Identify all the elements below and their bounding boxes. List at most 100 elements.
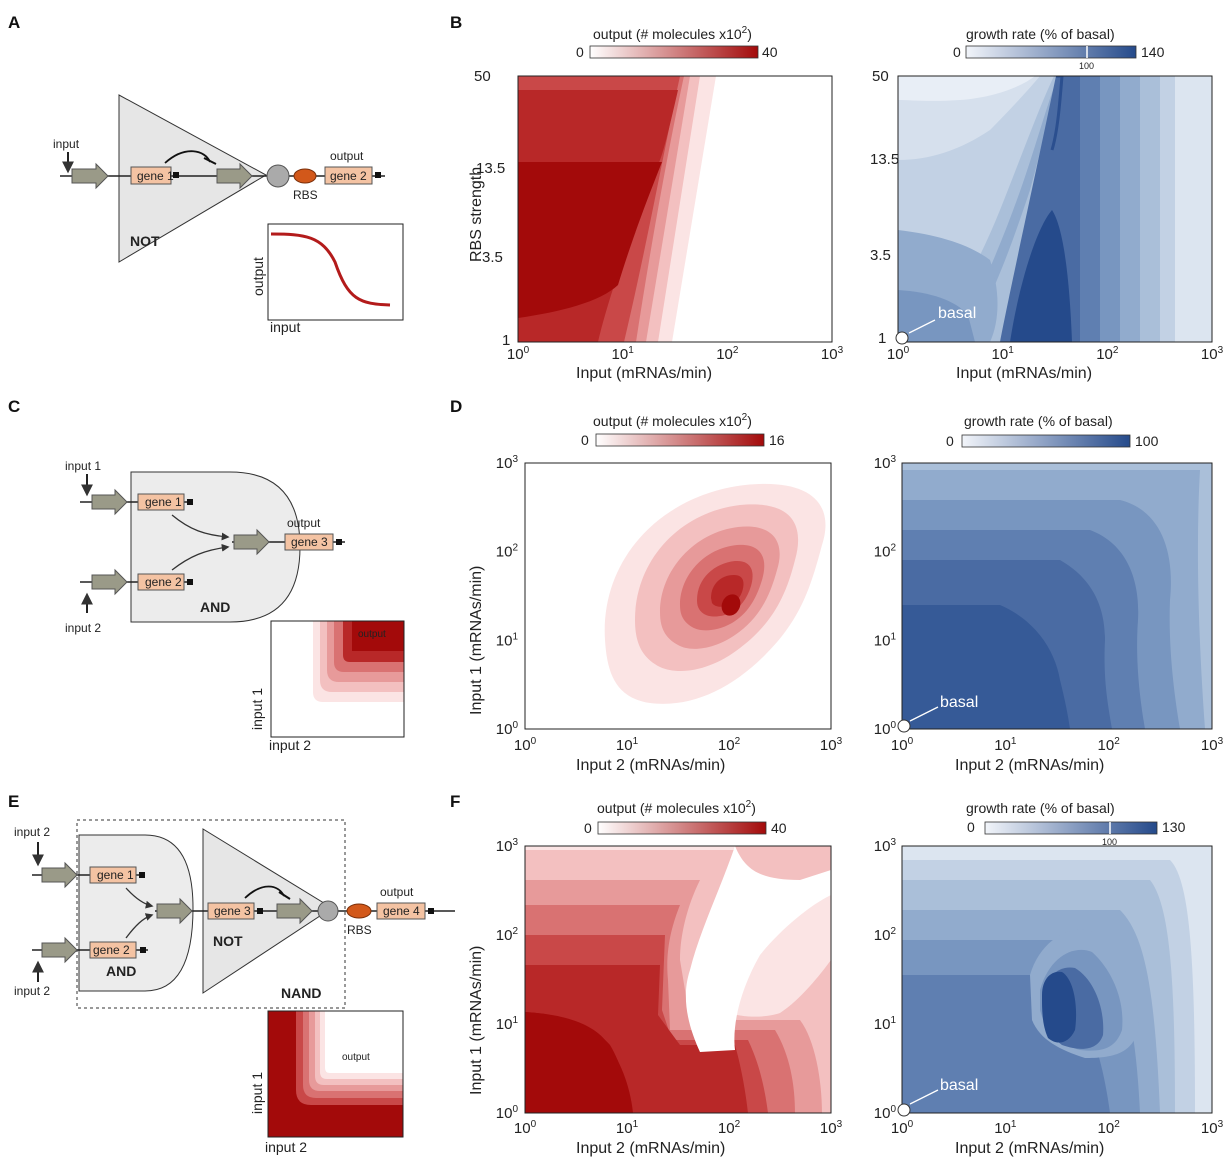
- terminator-e3: [257, 908, 263, 914]
- not-gate-triangle: [118, 94, 268, 263]
- not-transfer-inset: output input: [250, 223, 404, 335]
- panel-d: D output (# molecules x102) 0 16 Input 1…: [450, 397, 1213, 774]
- f1-xtick-1: 101: [616, 1119, 639, 1137]
- cb-bar: [961, 434, 1131, 448]
- and-gate-label: AND: [200, 599, 230, 615]
- f2-xtick-2: 102: [1098, 1119, 1121, 1137]
- activation-arrow-e2: [125, 913, 154, 939]
- basal-marker-d: [897, 719, 911, 733]
- f1-xtick-2: 102: [718, 1119, 741, 1137]
- gene4-box-e: [376, 902, 426, 920]
- colorbar-f-left: output (# molecules x102) 0 40: [584, 799, 787, 836]
- nand-inset: output input 1 input 2: [249, 1010, 404, 1155]
- cb-max: 130: [1162, 819, 1186, 835]
- basal-label-f: basal: [940, 1077, 978, 1094]
- input-bottom-label: input 2: [14, 984, 50, 998]
- d2-ytick-2: 102: [874, 543, 897, 561]
- gene1-box: [130, 166, 172, 185]
- nand-inset-output: output: [342, 1052, 370, 1063]
- cb-min: 0: [576, 44, 584, 60]
- promoter-icon-c3: [233, 528, 270, 556]
- cb-min: 0: [584, 820, 592, 836]
- and-inset-ylabel: input 1: [249, 688, 265, 730]
- repression-bar: [203, 157, 217, 165]
- not-gate-label-e: NOT: [213, 933, 243, 949]
- inset-ylabel: output: [250, 257, 266, 296]
- panel-label-a: A: [8, 13, 20, 32]
- and-inset-xlabel: input 2: [269, 737, 311, 753]
- f1-ytick-1: 101: [496, 1015, 519, 1033]
- gene3-label-e: gene 3: [214, 904, 251, 918]
- f-xlabel-right: Input 2 (mRNAs/min): [955, 1140, 1104, 1157]
- basal-pointer: [908, 319, 936, 334]
- input1-label: input 1: [65, 459, 101, 473]
- cb-title: growth rate (% of basal): [964, 413, 1113, 429]
- b-ytick-1: 1: [502, 332, 510, 349]
- b2-xtick-0: 100: [887, 345, 910, 363]
- gene1-box-e: [89, 866, 137, 884]
- b-ylabel: RBS strength: [468, 167, 485, 262]
- and-gate-label-e: AND: [106, 963, 136, 979]
- panel-label-c: C: [8, 397, 20, 416]
- gate-node-icon-e: [317, 900, 339, 922]
- terminator-e2: [140, 947, 146, 953]
- colorbar-b-left: output (# molecules x102) 0 40: [576, 25, 778, 60]
- b1-xtick-3: 103: [821, 345, 844, 363]
- nand-inset-ylabel: input 1: [249, 1072, 265, 1114]
- cb-min: 0: [946, 433, 954, 449]
- terminator-e1: [139, 872, 145, 878]
- cb-max: 40: [771, 820, 787, 836]
- terminator-c1: [187, 499, 193, 505]
- cb-title: output (# molecules x102): [593, 25, 752, 42]
- cb-max: 100: [1135, 433, 1159, 449]
- plot-f-left-frame: [524, 845, 832, 1114]
- plot-d-left-contours: [525, 463, 831, 729]
- and-inset-frame: [270, 620, 405, 738]
- cb-min: 0: [953, 44, 961, 60]
- colorbar-f-right: growth rate (% of basal) 0 100 130: [966, 800, 1186, 847]
- terminator-c3: [336, 539, 342, 545]
- panel-a: A input gene 1 RBS output gene 2 NOT out…: [8, 13, 404, 335]
- b2-xtick-1: 101: [992, 345, 1015, 363]
- gene2-box-e: [89, 941, 137, 959]
- gene2-label: gene 2: [330, 169, 367, 183]
- plot-b-left-frame: [517, 75, 833, 343]
- basal-marker: [895, 331, 909, 345]
- cb-title: output (# molecules x102): [597, 799, 756, 816]
- plot-b-right-contours: [898, 76, 1212, 342]
- f1-xtick-3: 103: [820, 1119, 843, 1137]
- panel-c: C input 1 gene 1 gene 2 input 2 output g…: [8, 397, 405, 753]
- gene4-label-e: gene 4: [383, 904, 420, 918]
- cb-mid: 100: [1079, 61, 1094, 71]
- f2-ytick-2: 102: [874, 926, 897, 944]
- basal-label: basal: [938, 305, 976, 322]
- rbs-icon-e: [346, 903, 372, 919]
- terminator-icon: [173, 172, 179, 178]
- rbs-label-e: RBS: [347, 923, 372, 937]
- not-gate-label: NOT: [130, 233, 160, 249]
- cb-title: output (# molecules x102): [593, 412, 752, 429]
- promoter-icon: [71, 162, 109, 190]
- cb-title: growth rate (% of basal): [966, 26, 1115, 42]
- plot-f-right-contours: [902, 846, 1212, 1113]
- activation-arrow-1: [171, 514, 230, 541]
- cb-mid: 100: [1102, 837, 1117, 847]
- d1-xtick-0: 100: [514, 736, 537, 754]
- promoter-icon-e3: [156, 897, 193, 925]
- b2-ytick-13.5: 13.5: [870, 151, 899, 168]
- panel-label-e: E: [8, 792, 19, 811]
- b1-xtick-2: 102: [716, 345, 739, 363]
- nand-inset-contours: [268, 1011, 403, 1137]
- basal-pointer-f: [909, 1089, 939, 1105]
- nand-dashed-box: [76, 819, 346, 1009]
- cb-bar: [984, 821, 1158, 835]
- b1-xtick-0: 100: [507, 345, 530, 363]
- promoter-icon-c2: [91, 568, 128, 596]
- input-top-label: input 2: [14, 825, 50, 839]
- input2-label: input 2: [65, 621, 101, 635]
- f2-ytick-0: 100: [874, 1104, 897, 1122]
- f2-xtick-1: 101: [994, 1119, 1017, 1137]
- cb-bar: [965, 45, 1137, 59]
